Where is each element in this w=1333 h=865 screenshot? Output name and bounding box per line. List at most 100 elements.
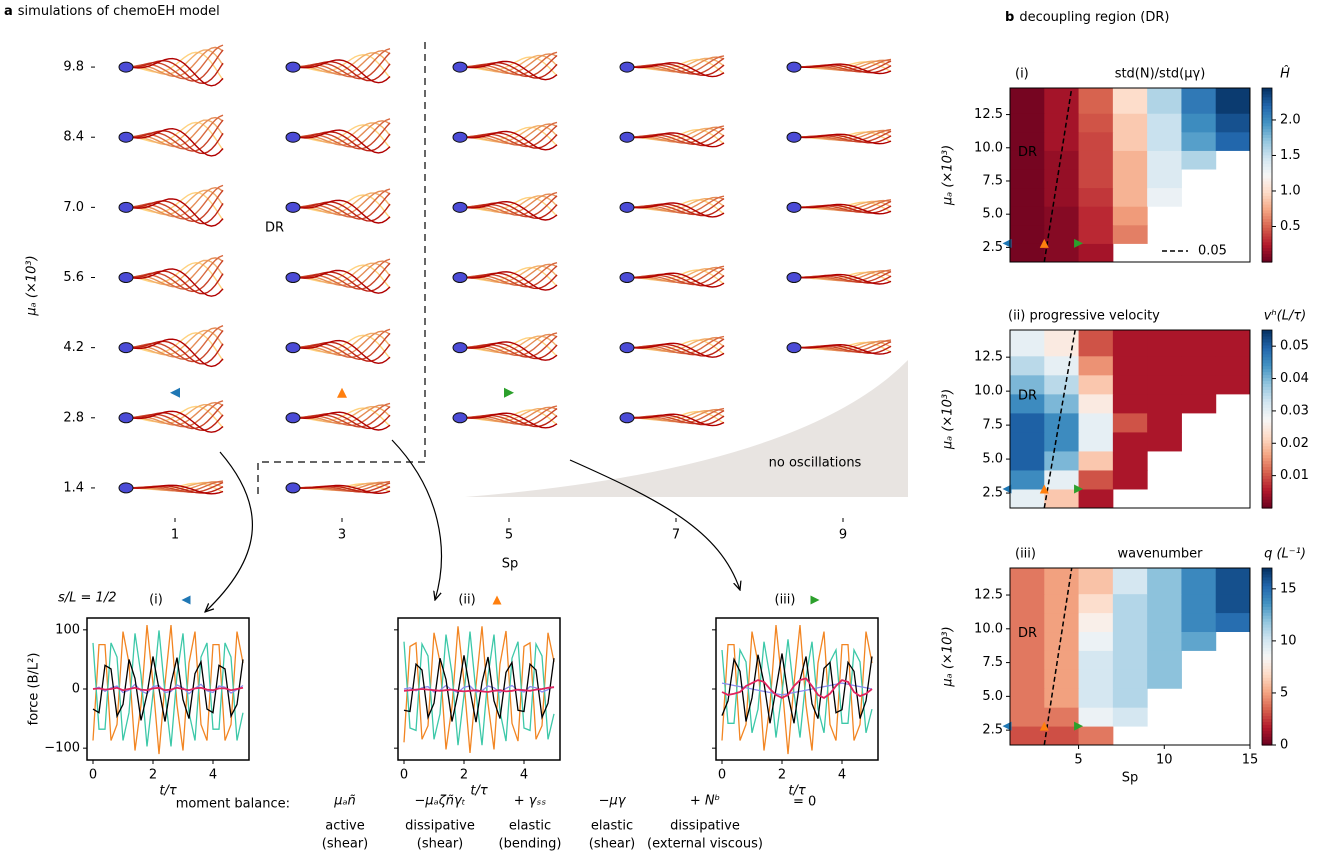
heatmap-cell — [1112, 224, 1148, 244]
legend-label: (external viscous) — [647, 837, 763, 852]
colorbar-slice — [1262, 715, 1272, 720]
heatmap-cell — [1044, 631, 1080, 651]
colorbar-slice — [1262, 618, 1272, 622]
colorbar-slice — [1262, 189, 1272, 193]
colorbar-slice — [1262, 356, 1272, 361]
heatmap-cell — [1078, 88, 1114, 114]
heatmap-cell — [1078, 650, 1114, 670]
heatmap-cell — [1147, 88, 1182, 114]
y-tick-label: 2.5 — [982, 486, 1003, 501]
heatmap-cell — [1181, 131, 1217, 151]
heatmap-cell — [1078, 488, 1114, 509]
x-tick-label: 2 — [460, 768, 468, 783]
heatmap-cell — [1147, 593, 1182, 614]
colorbar-slice — [1262, 201, 1272, 205]
legend-symbol: + γₛₛ — [514, 794, 547, 809]
colorbar-slice — [1262, 386, 1272, 390]
legend-symbol: −μγ — [599, 794, 627, 809]
colorbar-slice — [1262, 585, 1272, 590]
colorbar-slice — [1262, 650, 1272, 655]
colorbar-slice — [1262, 122, 1272, 127]
legend-label: elastic — [591, 819, 633, 834]
colorbar-slice — [1262, 175, 1272, 179]
colorbar-slice — [1262, 389, 1272, 393]
legend-symbol: + Nᵇ — [690, 794, 720, 809]
colorbar-tick-label: 15 — [1280, 581, 1297, 596]
flagellum — [129, 410, 224, 433]
colorbar-slice — [1262, 490, 1272, 494]
heatmap-cell — [1078, 150, 1114, 170]
flagellum — [296, 339, 391, 365]
heatmap-cell — [1010, 593, 1045, 614]
flagellum — [464, 62, 558, 79]
heatmap-cell — [1147, 330, 1182, 357]
flagellum — [296, 122, 391, 150]
colorbar-slice — [1262, 709, 1272, 714]
series-line — [721, 625, 873, 755]
colorbar-slice — [1262, 629, 1272, 634]
colorbar-slice — [1262, 478, 1272, 482]
colorbar-slice — [1262, 350, 1272, 355]
colorbar-slice — [1262, 612, 1272, 616]
heatmap-cell — [1044, 88, 1080, 114]
colorbar-slice — [1262, 481, 1272, 485]
panel-a-heading: a simulations of chemoEH model — [4, 4, 220, 19]
swimmer — [118, 400, 224, 433]
heatmap-cell — [1112, 469, 1148, 490]
arrow — [569, 459, 740, 590]
colorbar-slice — [1262, 721, 1272, 725]
marker — [1002, 484, 1012, 494]
heatmap-cell — [1010, 187, 1045, 207]
heatmap-cell — [1010, 431, 1045, 452]
colorbar-slice — [1262, 724, 1272, 728]
colorbar-slice — [1262, 594, 1272, 599]
y-tick-label: 12.5 — [974, 350, 1003, 365]
marker — [1039, 484, 1049, 494]
colorbar-slice — [1262, 335, 1272, 340]
colorbar-slice — [1262, 568, 1272, 572]
colorbar-slice — [1262, 445, 1272, 450]
swimmer — [285, 328, 391, 365]
colorbar-slice — [1262, 128, 1272, 133]
colorbar-slice — [1262, 609, 1272, 613]
y-axis-label: μₐ (×10³) — [941, 626, 956, 687]
colorbar-slice — [1262, 691, 1272, 696]
heatmap-cell — [1078, 393, 1114, 414]
marker — [810, 595, 820, 605]
heatmap-cell — [1044, 374, 1080, 395]
colorbar-tick-label: 0.04 — [1280, 371, 1309, 386]
cell-head — [619, 201, 635, 213]
flagellum — [463, 132, 558, 149]
plot-subtitle: wavenumber — [1117, 547, 1203, 562]
colorbar-slice — [1262, 606, 1272, 610]
heatmap-cell — [1044, 150, 1080, 170]
flagellum — [630, 62, 725, 78]
y-axis-label: force (B/L²) — [27, 653, 42, 726]
heatmap-cell — [1112, 707, 1148, 727]
colorbar-slice — [1262, 172, 1272, 176]
legend-label: 0.05 — [1198, 244, 1227, 259]
heatmap-cell — [1147, 131, 1182, 151]
heatmap-cell — [1044, 131, 1080, 151]
series-line — [92, 630, 244, 747]
colorbar-slice — [1262, 88, 1272, 92]
y-tick-label: 7.5 — [982, 173, 1003, 188]
annotation: s/L = 1/2 — [58, 591, 116, 606]
colorbar-slice — [1262, 259, 1272, 263]
colorbar-slice — [1262, 332, 1272, 337]
x-tick-label: 4 — [520, 768, 528, 783]
colorbar-slice — [1262, 451, 1272, 456]
heatmap-cell — [1112, 88, 1148, 114]
heatmap-cell — [1010, 726, 1045, 746]
heatmap-cell — [1078, 568, 1114, 595]
heatmap-cell — [1215, 355, 1251, 376]
colorbar-tick-label: 0.03 — [1280, 403, 1309, 418]
swimmer — [786, 199, 892, 215]
heatmap-cell — [1147, 650, 1182, 670]
colorbar-slice — [1262, 206, 1272, 211]
flagellum — [296, 411, 391, 431]
flagellum — [296, 341, 391, 362]
colorbar-slice — [1262, 427, 1272, 432]
heatmap-cell — [1112, 669, 1148, 689]
colorbar-slice — [1262, 204, 1272, 208]
